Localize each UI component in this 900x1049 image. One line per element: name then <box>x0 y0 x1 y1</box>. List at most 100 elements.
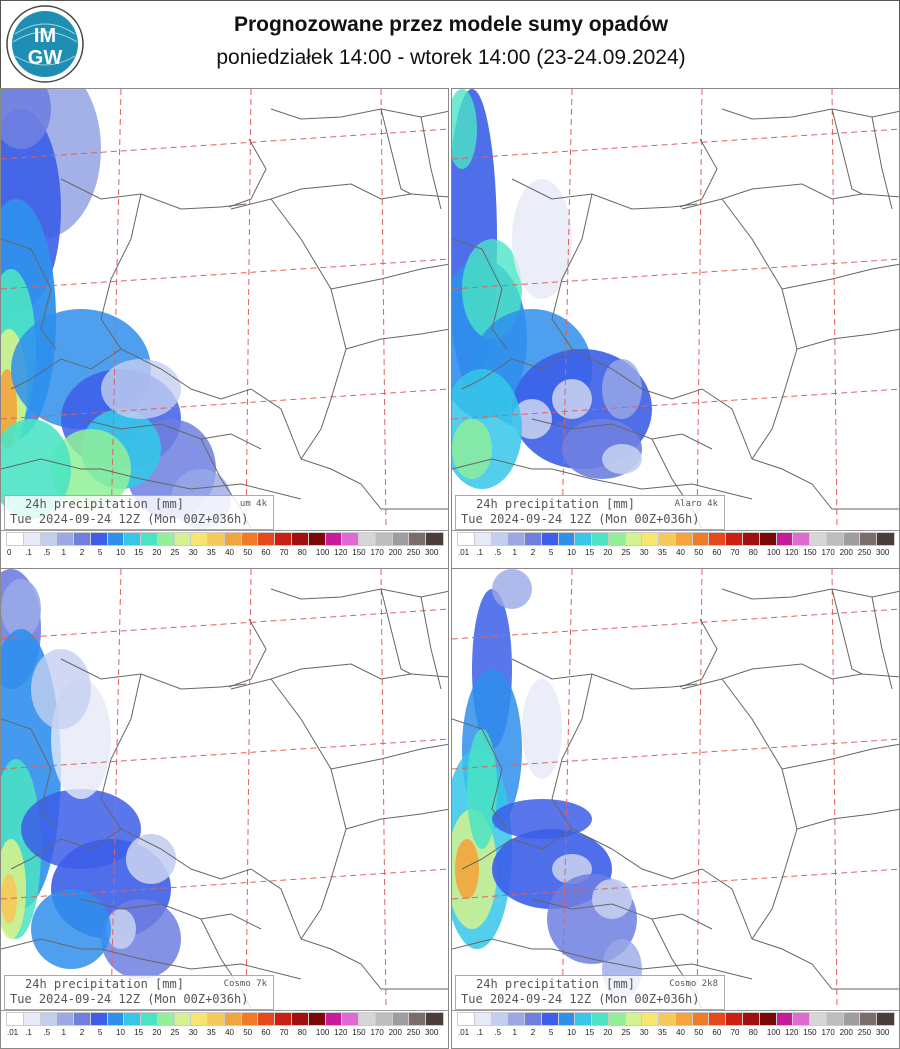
scale-tick-label: 70 <box>279 1028 289 1037</box>
scale-swatch <box>674 1012 694 1026</box>
model-name: Cosmo 7k <box>223 979 267 989</box>
precip-label: 24h precipitation [mm] <box>476 977 635 991</box>
scale-swatch <box>257 532 277 546</box>
scale-tick-label: 120 <box>334 548 348 557</box>
precip-map <box>452 569 899 1009</box>
scale-swatch <box>825 1012 845 1026</box>
scale-tick-label: 80 <box>297 1028 307 1037</box>
scale-tick-label: 15 <box>585 1028 595 1037</box>
map-infobox: 24h precipitation [mm] Cosmo 2k8 Tue 202… <box>455 975 725 1010</box>
scale-tick-label: 80 <box>297 548 307 557</box>
precip-area <box>31 889 111 969</box>
scale-swatch <box>775 1012 795 1026</box>
border-line <box>461 828 573 870</box>
scale-swatch <box>859 1012 879 1026</box>
precip-area <box>552 379 592 419</box>
scale-swatch <box>725 532 745 546</box>
border-line <box>1 458 101 470</box>
border-line <box>452 938 552 950</box>
scale-tick-label: 170 <box>821 548 835 557</box>
scale-tick-label: 300 <box>424 548 439 557</box>
precip-label: 24h precipitation [mm] <box>25 977 184 991</box>
border-line <box>345 328 448 350</box>
border-line <box>230 663 448 690</box>
border-line <box>871 116 893 210</box>
grid-line <box>696 89 703 529</box>
scale-tick-label: 60 <box>712 548 722 557</box>
scale-swatch <box>123 1012 143 1026</box>
scale-tick-label: 0 <box>7 548 12 557</box>
precip-area <box>602 359 642 419</box>
scale-tick-label: 5 <box>97 1028 103 1037</box>
map-infobox: 24h precipitation [mm] Cosmo 7k Tue 2024… <box>4 975 274 1010</box>
lat-lon-grid <box>452 89 899 529</box>
scale-tick-label: .01 <box>458 1028 470 1037</box>
scale-swatch <box>524 1012 543 1026</box>
scale-swatch <box>391 532 411 546</box>
scale-swatch <box>190 1012 210 1026</box>
scale-swatch <box>374 532 394 546</box>
scale-tick-label: 20 <box>603 548 613 557</box>
scale-swatch <box>341 532 361 546</box>
scale-swatch <box>391 1012 411 1026</box>
border-line <box>531 898 713 930</box>
precip-map <box>452 89 899 529</box>
scale-swatch <box>89 1012 109 1026</box>
grid-line <box>452 868 899 900</box>
border-line <box>80 898 262 930</box>
scale-tick-label: 2 <box>79 548 85 557</box>
scale-tick-label: 300 <box>875 1028 890 1037</box>
border-line <box>100 468 302 500</box>
scale-tick-label: .1 <box>25 1028 32 1037</box>
scale-swatch <box>758 532 778 546</box>
border-line <box>10 348 122 390</box>
scale-tick-label: .5 <box>494 1028 502 1037</box>
scale-swatch <box>457 1012 476 1026</box>
border-line <box>796 328 899 350</box>
scale-swatch <box>39 532 59 546</box>
precip-field <box>1 89 231 529</box>
border-line <box>420 596 442 690</box>
lat-lon-grid <box>452 569 899 1009</box>
border-line <box>611 848 753 940</box>
border-line <box>380 588 412 675</box>
scale-swatch <box>73 532 92 546</box>
scale-tick-label: .1 <box>476 1028 483 1037</box>
scale-tick-label: 50 <box>694 548 704 557</box>
map-panel-cosmo7k: 24h precipitation [mm] Cosmo 7k Tue 2024… <box>0 568 449 1049</box>
scale-swatch <box>742 532 761 546</box>
scale-tick-label: 250 <box>857 548 872 557</box>
border-line <box>228 138 267 208</box>
precip-area <box>101 359 181 419</box>
border-line <box>10 828 122 870</box>
scale-tick-label: 10 <box>116 548 125 557</box>
grid-line <box>452 738 899 770</box>
scale-tick-label: 2 <box>79 1028 85 1037</box>
scale-swatch <box>624 1012 644 1026</box>
grid-line <box>1 258 448 290</box>
scale-tick-label: 10 <box>116 1028 125 1037</box>
scale-swatch <box>809 532 828 546</box>
precip-area <box>1 89 51 149</box>
scale-swatch <box>56 532 76 546</box>
scale-tick-label: 250 <box>406 548 421 557</box>
border-line <box>679 618 718 688</box>
scale-swatch <box>758 1012 778 1026</box>
map-infobox: 24h precipitation [mm] um 4k Tue 2024-09… <box>4 495 274 530</box>
scale-swatch <box>507 1012 527 1026</box>
scale-tick-label: 30 <box>639 1028 649 1037</box>
border-line <box>270 588 448 600</box>
scale-swatch <box>708 1012 728 1026</box>
scale-tick-label: 200 <box>388 548 402 557</box>
scale-swatch <box>173 1012 193 1026</box>
scale-tick-label: 1 <box>512 1028 517 1037</box>
scale-tick-label: 80 <box>748 548 758 557</box>
scale-tick-label: 150 <box>352 1028 366 1037</box>
precip-area <box>602 444 642 474</box>
scale-swatch <box>792 532 812 546</box>
border-line <box>831 108 863 195</box>
precip-area <box>592 879 632 919</box>
page-subtitle: poniedziałek 14:00 - wtorek 14:00 (23-24… <box>216 46 686 69</box>
grid-line <box>110 89 122 529</box>
scale-tick-label: 5 <box>548 1028 554 1037</box>
